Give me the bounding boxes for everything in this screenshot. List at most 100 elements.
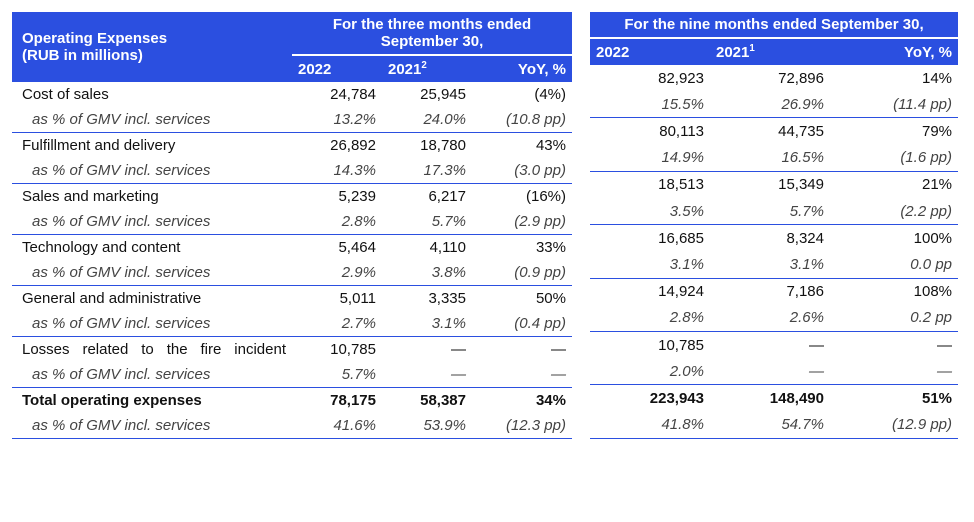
cell-value: (10.8 pp): [472, 107, 572, 133]
cell-value: 0.2 pp: [830, 305, 958, 332]
cell-value: 3.5%: [590, 198, 710, 225]
row-label: as % of GMV incl. services: [12, 413, 292, 439]
cell-value: 13.2%: [292, 107, 382, 133]
col-2022-3m: 2022: [292, 55, 382, 82]
cell-value: 79%: [830, 118, 958, 145]
cell-value: 5,239: [292, 184, 382, 210]
cell-value: —: [472, 337, 572, 363]
cell-value: (1.6 pp): [830, 145, 958, 172]
cell-value: 2.8%: [590, 305, 710, 332]
cell-value: 25,945: [382, 82, 472, 107]
table-row: Fulfillment and delivery26,89218,78043%: [12, 133, 572, 159]
header-title: Operating Expenses (RUB in millions): [12, 12, 292, 82]
table-row: 82,92372,89614%: [590, 65, 958, 91]
cell-value: 43%: [472, 133, 572, 159]
cell-value: 26,892: [292, 133, 382, 159]
cell-value: 80,113: [590, 118, 710, 145]
cell-value: 10,785: [292, 337, 382, 363]
cell-value: (16%): [472, 184, 572, 210]
cell-value: 33%: [472, 235, 572, 261]
cell-value: 5.7%: [710, 198, 830, 225]
cell-value: —: [382, 362, 472, 388]
cell-value: —: [472, 362, 572, 388]
cell-value: 15.5%: [590, 91, 710, 118]
cell-value: 54.7%: [710, 412, 830, 439]
row-label: Fulfillment and delivery: [12, 133, 292, 159]
cell-value: 26.9%: [710, 91, 830, 118]
cell-value: 5,011: [292, 286, 382, 312]
cell-value: 82,923: [590, 65, 710, 91]
cell-value: 16.5%: [710, 145, 830, 172]
col-2021-9m-label: 2021: [716, 44, 749, 61]
cell-value: (3.0 pp): [472, 158, 572, 184]
title-line1: Operating Expenses: [22, 30, 167, 47]
row-label: Technology and content: [12, 235, 292, 261]
row-label: as % of GMV incl. services: [12, 362, 292, 388]
table-row: 3.5%5.7%(2.2 pp): [590, 198, 958, 225]
cell-value: 21%: [830, 171, 958, 198]
row-label: Losses related to the fire incident: [12, 337, 292, 363]
cell-value: 2.8%: [292, 209, 382, 235]
cell-value: 4,110: [382, 235, 472, 261]
col-2022-9m: 2022: [590, 38, 710, 65]
title-line2: (RUB in millions): [22, 47, 143, 64]
cell-value: 5.7%: [382, 209, 472, 235]
row-label: Cost of sales: [12, 82, 292, 107]
table-row: 223,943148,49051%: [590, 385, 958, 412]
cell-value: 51%: [830, 385, 958, 412]
table-row: 2.0%——: [590, 358, 958, 385]
cell-value: —: [382, 337, 472, 363]
col-yoy-9m: YoY, %: [830, 38, 958, 65]
cell-value: 2.0%: [590, 358, 710, 385]
cell-value: 24,784: [292, 82, 382, 107]
cell-value: 2.7%: [292, 311, 382, 337]
table-row: as % of GMV incl. services5.7%——: [12, 362, 572, 388]
row-label: as % of GMV incl. services: [12, 107, 292, 133]
table-row: 16,6858,324100%: [590, 225, 958, 252]
col-2021-3m-label: 2021: [388, 61, 421, 78]
cell-value: (2.2 pp): [830, 198, 958, 225]
table-nine-months: For the nine months ended September 30, …: [590, 12, 958, 439]
table-row: 18,51315,34921%: [590, 171, 958, 198]
table-row: as % of GMV incl. services2.7%3.1%(0.4 p…: [12, 311, 572, 337]
row-label: as % of GMV incl. services: [12, 158, 292, 184]
cell-value: 72,896: [710, 65, 830, 91]
table-body-right: 82,92372,89614%15.5%26.9%(11.4 pp)80,113…: [590, 65, 958, 439]
cell-value: 16,685: [590, 225, 710, 252]
row-label: Total operating expenses: [12, 388, 292, 414]
cell-value: 10,785: [590, 332, 710, 359]
cell-value: —: [710, 358, 830, 385]
footnote-2: 2: [421, 60, 426, 71]
tables-container: Operating Expenses (RUB in millions) For…: [12, 12, 962, 439]
cell-value: 5,464: [292, 235, 382, 261]
table-row: 15.5%26.9%(11.4 pp): [590, 91, 958, 118]
cell-value: 15,349: [710, 171, 830, 198]
table-row: 41.8%54.7%(12.9 pp): [590, 412, 958, 439]
cell-value: 3.1%: [590, 251, 710, 278]
period-3m: For the three months ended September 30,: [292, 12, 572, 55]
cell-value: 14.3%: [292, 158, 382, 184]
table-head-right: For the nine months ended September 30, …: [590, 12, 958, 65]
cell-value: (0.4 pp): [472, 311, 572, 337]
table-body-left: Cost of sales24,78425,945(4%) as % of GMV…: [12, 82, 572, 439]
cell-value: 148,490: [710, 385, 830, 412]
cell-value: (12.3 pp): [472, 413, 572, 439]
cell-value: 24.0%: [382, 107, 472, 133]
table-row: 10,785——: [590, 332, 958, 359]
cell-value: 18,513: [590, 171, 710, 198]
table-row: 14,9247,186108%: [590, 278, 958, 305]
cell-value: 58,387: [382, 388, 472, 414]
cell-value: 108%: [830, 278, 958, 305]
col-2021-3m: 20212: [382, 55, 472, 82]
cell-value: —: [830, 332, 958, 359]
col-yoy-3m: YoY, %: [472, 55, 572, 82]
cell-value: (12.9 pp): [830, 412, 958, 439]
cell-value: 100%: [830, 225, 958, 252]
row-label: General and administrative: [12, 286, 292, 312]
cell-value: (4%): [472, 82, 572, 107]
cell-value: 6,217: [382, 184, 472, 210]
cell-value: (0.9 pp): [472, 260, 572, 286]
cell-value: 8,324: [710, 225, 830, 252]
cell-value: 2.6%: [710, 305, 830, 332]
table-row: as % of GMV incl. services2.9%3.8%(0.9 p…: [12, 260, 572, 286]
